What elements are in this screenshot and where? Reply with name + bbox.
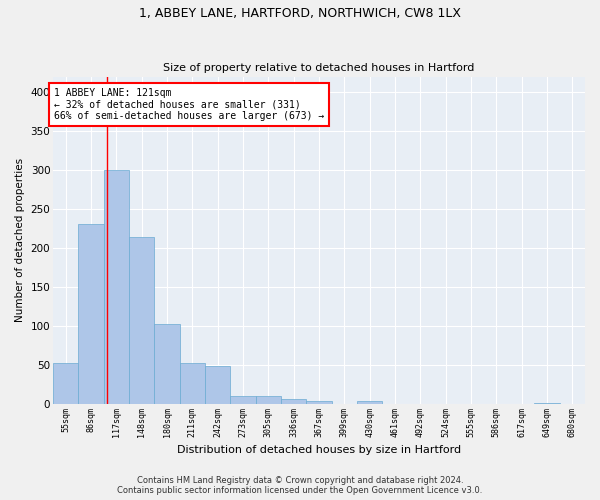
X-axis label: Distribution of detached houses by size in Hartford: Distribution of detached houses by size …	[177, 445, 461, 455]
Bar	[104, 170, 129, 404]
Bar	[256, 396, 281, 404]
Text: 1 ABBEY LANE: 121sqm
← 32% of detached houses are smaller (331)
66% of semi-deta: 1 ABBEY LANE: 121sqm ← 32% of detached h…	[54, 88, 324, 122]
Text: Contains HM Land Registry data © Crown copyright and database right 2024.
Contai: Contains HM Land Registry data © Crown c…	[118, 476, 482, 495]
Bar	[129, 237, 154, 404]
Bar	[230, 396, 256, 404]
Bar	[281, 399, 307, 404]
Bar	[180, 364, 205, 404]
Title: Size of property relative to detached houses in Hartford: Size of property relative to detached ho…	[163, 63, 475, 73]
Bar	[205, 366, 230, 404]
Text: 1, ABBEY LANE, HARTFORD, NORTHWICH, CW8 1LX: 1, ABBEY LANE, HARTFORD, NORTHWICH, CW8 …	[139, 8, 461, 20]
Bar	[307, 401, 332, 404]
Y-axis label: Number of detached properties: Number of detached properties	[15, 158, 25, 322]
Bar	[154, 324, 180, 404]
Bar	[79, 224, 104, 404]
Bar	[535, 403, 560, 404]
Bar	[357, 401, 382, 404]
Bar	[53, 364, 79, 404]
